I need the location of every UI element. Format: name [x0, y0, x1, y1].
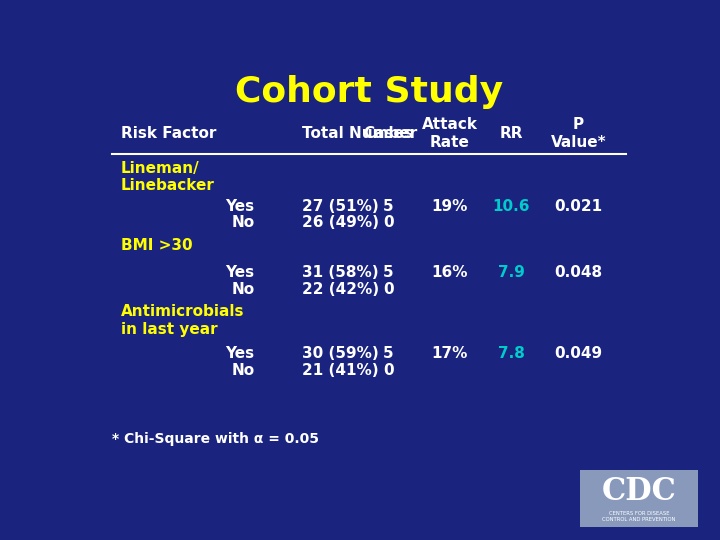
Text: 5: 5 — [383, 265, 394, 280]
Text: No: No — [232, 282, 255, 297]
Text: Lineman/
Linebacker: Lineman/ Linebacker — [121, 161, 215, 193]
Text: Yes: Yes — [225, 346, 255, 361]
Text: 31 (58%): 31 (58%) — [302, 265, 379, 280]
Text: 19%: 19% — [432, 199, 468, 214]
Text: Antimicrobials
in last year: Antimicrobials in last year — [121, 305, 244, 337]
Text: Cases: Cases — [364, 126, 413, 141]
Text: 27 (51%): 27 (51%) — [302, 199, 379, 214]
Text: 0.049: 0.049 — [554, 346, 603, 361]
Text: Yes: Yes — [225, 199, 255, 214]
Text: 30 (59%): 30 (59%) — [302, 346, 379, 361]
Text: BMI >30: BMI >30 — [121, 238, 192, 253]
Text: 0: 0 — [383, 282, 394, 297]
Text: 10.6: 10.6 — [492, 199, 530, 214]
Text: 0.048: 0.048 — [554, 265, 603, 280]
Text: 0.021: 0.021 — [554, 199, 603, 214]
Text: 0: 0 — [383, 363, 394, 378]
Text: No: No — [232, 215, 255, 230]
Text: * Chi-Square with α = 0.05: * Chi-Square with α = 0.05 — [112, 432, 320, 446]
Text: 5: 5 — [383, 346, 394, 361]
Text: 16%: 16% — [432, 265, 468, 280]
Text: Risk Factor: Risk Factor — [121, 126, 216, 141]
Text: 0: 0 — [383, 215, 394, 230]
Text: 17%: 17% — [432, 346, 468, 361]
Text: Cohort Study: Cohort Study — [235, 75, 503, 109]
Text: 7.9: 7.9 — [498, 265, 525, 280]
Text: No: No — [232, 363, 255, 378]
Text: 26 (49%): 26 (49%) — [302, 215, 379, 230]
Text: Attack
Rate: Attack Rate — [422, 117, 478, 150]
Text: P
Value*: P Value* — [550, 117, 606, 150]
Text: 7.8: 7.8 — [498, 346, 525, 361]
Text: 21 (41%): 21 (41%) — [302, 363, 379, 378]
Text: Yes: Yes — [225, 265, 255, 280]
Text: 5: 5 — [383, 199, 394, 214]
Text: RR: RR — [500, 126, 523, 141]
Text: 22 (42%): 22 (42%) — [302, 282, 379, 297]
Text: CDC: CDC — [602, 476, 676, 507]
Text: Total Number: Total Number — [302, 126, 418, 141]
FancyBboxPatch shape — [580, 470, 698, 526]
Text: CENTERS FOR DISEASE
CONTROL AND PREVENTION: CENTERS FOR DISEASE CONTROL AND PREVENTI… — [603, 511, 675, 522]
